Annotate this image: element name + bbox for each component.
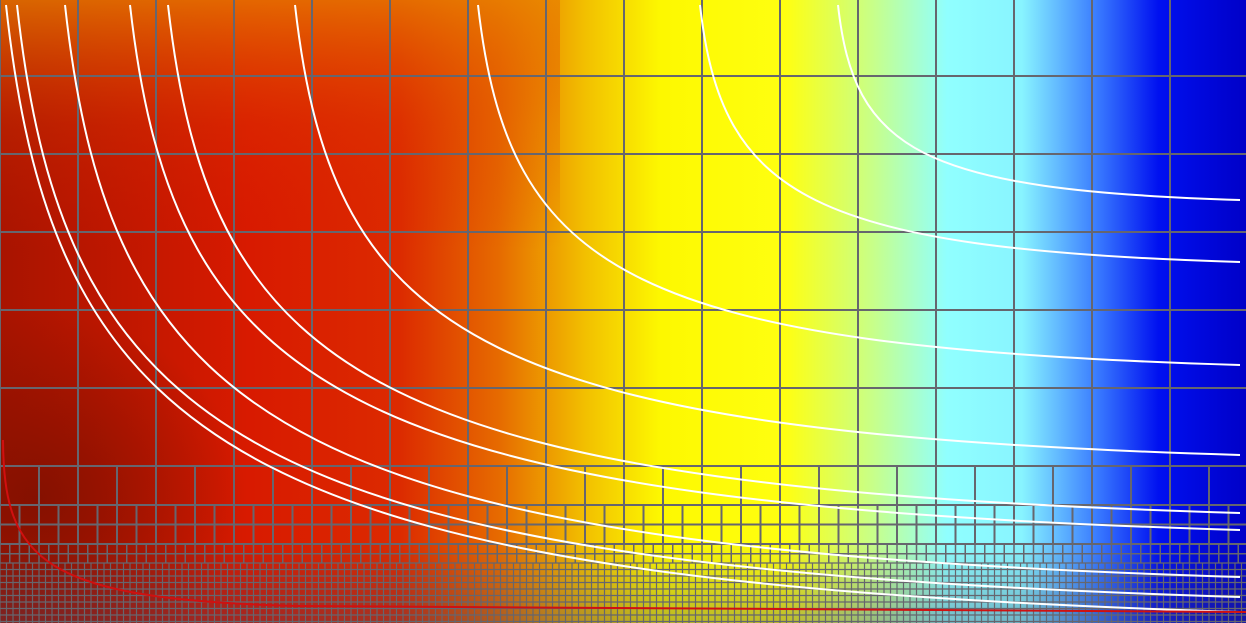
streamline xyxy=(699,4,1241,263)
streamline xyxy=(477,4,1241,366)
streamline xyxy=(16,4,1241,598)
streamline xyxy=(167,4,1241,514)
streamlines xyxy=(5,4,1241,613)
wall-streamline xyxy=(2,439,1246,613)
streamline xyxy=(64,4,1241,578)
streamline xyxy=(294,4,1241,456)
streamline xyxy=(129,4,1241,531)
streamline xyxy=(837,4,1241,201)
streamline xyxy=(5,4,1241,613)
